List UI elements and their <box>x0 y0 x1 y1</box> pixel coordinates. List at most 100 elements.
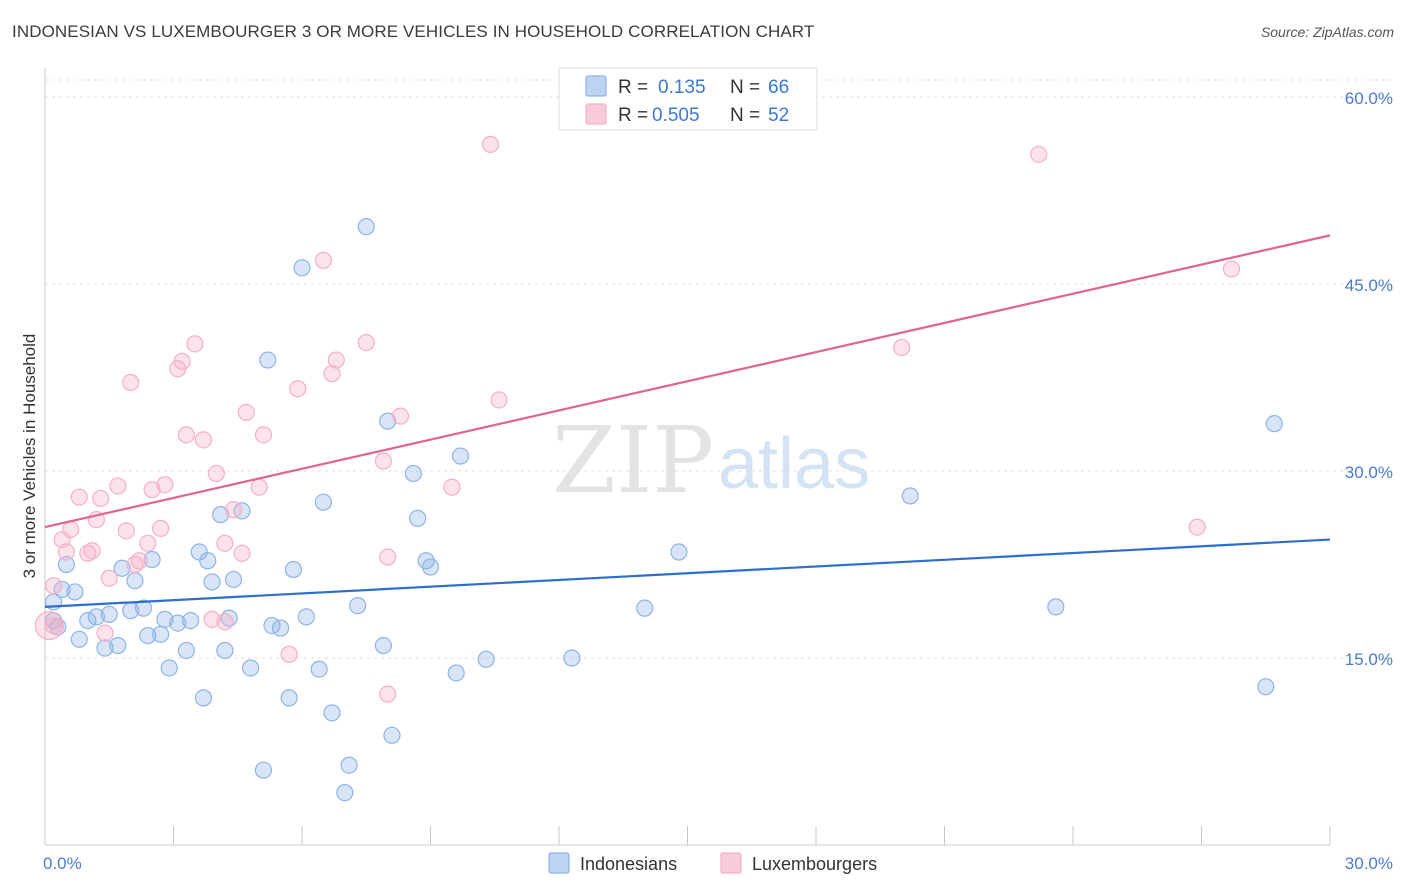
luxembourger-point <box>250 478 268 496</box>
indonesian-point <box>447 664 465 682</box>
luxembourger-point <box>1188 518 1206 536</box>
indonesian-point <box>271 619 290 637</box>
indonesian-point <box>139 626 157 645</box>
luxembourger-point <box>224 501 243 519</box>
indonesian-point <box>379 412 397 430</box>
luxembourger-point <box>207 464 225 483</box>
y-tick-label: 15.0% <box>1345 650 1393 669</box>
luxembourger-point <box>289 380 307 398</box>
source-credit: Source: ZipAtlas.com <box>1260 24 1394 40</box>
indonesian-point <box>1265 415 1283 433</box>
tick-labels: 15.0% 30.0% 45.0% 60.0% 0.0% 30.0% <box>43 89 1393 873</box>
luxembourger-point <box>443 478 461 496</box>
indonesian-point <box>310 660 328 678</box>
indonesian-point <box>57 555 76 574</box>
indonesian-point <box>87 608 106 626</box>
indonesian-point <box>79 611 97 630</box>
luxembourger-point <box>96 624 114 642</box>
indonesian-point <box>126 572 144 590</box>
indonesian-point <box>1257 678 1275 696</box>
indonesian-point <box>70 630 88 648</box>
luxembourger-point <box>92 489 110 508</box>
y-tick-label: 60.0% <box>1345 89 1393 108</box>
luxembourger-point <box>1222 260 1241 278</box>
luxembourger-point <box>100 569 118 587</box>
indonesian-point <box>636 599 654 617</box>
luxembourger-point <box>44 577 63 595</box>
axes <box>44 68 1331 846</box>
luxembourger-point <box>143 481 161 499</box>
indonesian-point <box>96 639 114 657</box>
luxembourger-point <box>57 543 76 561</box>
legend-n-value-2: 52 <box>768 105 789 126</box>
series-legend: Indonesians Luxembourgers <box>548 852 877 874</box>
indonesian-point <box>383 726 401 744</box>
indonesian-point <box>374 636 392 655</box>
indonesian-point <box>143 550 161 569</box>
indonesian-point <box>901 487 919 505</box>
indonesian-point <box>563 649 581 667</box>
indonesian-point <box>451 447 470 465</box>
legend-swatch-indonesians <box>585 75 607 97</box>
indonesian-point <box>113 559 131 577</box>
y-axis-title: 3 or more Vehicles in Household <box>20 334 39 579</box>
luxembourger-point <box>391 407 410 425</box>
indonesian-point <box>340 756 358 774</box>
indonesian-point <box>421 558 440 576</box>
indonesian-point <box>199 552 217 570</box>
luxembourger-point <box>216 613 234 631</box>
luxembourger-point <box>233 544 251 562</box>
luxembourger-point <box>156 476 174 494</box>
legend-n-value-1: 66 <box>768 77 789 98</box>
luxembourger-point <box>481 135 500 153</box>
legend-swatch-luxembourgers <box>585 103 607 125</box>
indonesian-point <box>349 597 367 615</box>
indonesian-point <box>404 464 422 483</box>
luxembourger-point <box>139 534 157 552</box>
legend-r-label-2: R = <box>618 105 648 126</box>
legend-r-value-1: 0.135 <box>658 77 706 98</box>
luxembourger-point <box>203 610 221 628</box>
x-tick-label: 0.0% <box>43 854 82 873</box>
luxembourger-point <box>83 542 101 560</box>
indonesian-point <box>169 614 187 632</box>
luxembourger-point <box>254 426 273 444</box>
luxembourger-point <box>173 352 191 370</box>
chart-title: INDONESIAN VS LUXEMBOURGER 3 OR MORE VEH… <box>12 22 815 41</box>
luxembourger-point <box>70 488 88 506</box>
indonesian-point <box>297 608 315 626</box>
stats-legend: R = 0.135 N = 66 R = 0.505 N = 52 <box>558 67 818 131</box>
trend-layer <box>44 234 1331 608</box>
bottom-legend-label-luxembourgers: Luxembourgers <box>752 854 877 874</box>
indonesian-point <box>100 605 118 623</box>
luxembourger-point <box>44 616 63 635</box>
luxembourger-point <box>216 534 234 552</box>
indonesian-point <box>242 659 260 677</box>
luxembourger-point <box>280 645 298 663</box>
indonesian-point <box>409 509 427 527</box>
indonesian-point <box>203 573 221 591</box>
indonesian-point <box>216 641 234 660</box>
indonesian-point <box>109 636 127 655</box>
indonesian-point <box>212 506 230 524</box>
luxembourger-point <box>122 373 140 392</box>
indonesian-point <box>53 580 71 599</box>
luxembourger-point <box>177 426 195 444</box>
luxembourger-point <box>1030 145 1048 163</box>
luxembourger-point <box>34 610 64 641</box>
x-tick-label: 30.0% <box>1345 854 1393 873</box>
y-tick-label: 30.0% <box>1345 463 1393 482</box>
indonesian-point <box>293 259 311 277</box>
luxembourger-point <box>490 391 508 409</box>
watermark-zip: ZIP <box>552 407 714 514</box>
indonesian-point <box>152 625 170 643</box>
watermark-atlas: atlas <box>718 424 870 504</box>
luxembourger-point <box>314 251 333 269</box>
indonesian-point <box>254 761 273 779</box>
indonesian-trend-line <box>44 538 1331 608</box>
bottom-legend-label-indonesians: Indonesians <box>580 854 677 874</box>
indonesian-point <box>259 351 277 369</box>
indonesian-point <box>1047 598 1065 616</box>
indonesian-point <box>284 560 303 579</box>
